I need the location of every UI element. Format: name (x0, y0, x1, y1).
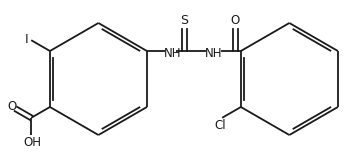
Text: NH: NH (205, 47, 222, 61)
Text: O: O (231, 14, 240, 27)
Text: Cl: Cl (214, 119, 226, 132)
Text: OH: OH (23, 136, 41, 149)
Text: O: O (7, 100, 17, 113)
Text: S: S (180, 14, 188, 27)
Text: NH: NH (164, 47, 181, 61)
Text: I: I (25, 33, 28, 46)
